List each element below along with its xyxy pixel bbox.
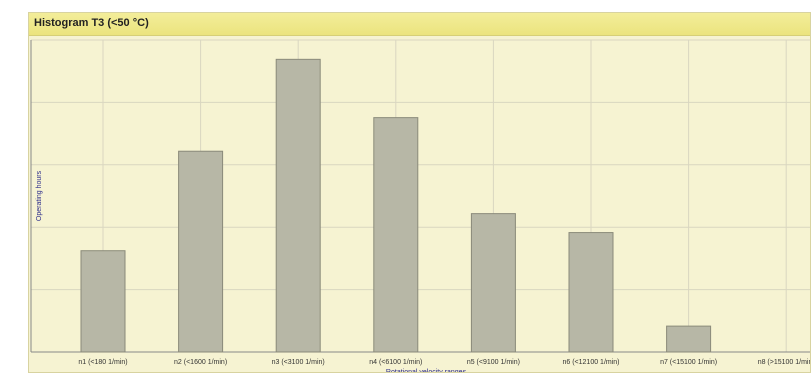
x-tick-label: n5 (<9100 1/min) bbox=[467, 359, 520, 366]
chart-title-bar: Histogram T3 (<50 °C) bbox=[29, 13, 810, 36]
x-tick-label: n6 (<12100 1/min) bbox=[562, 359, 619, 366]
bar-6 bbox=[568, 232, 614, 353]
x-axis-label: Rotational velocity ranges bbox=[386, 369, 467, 373]
plot-area bbox=[31, 40, 810, 352]
histogram-chart: 0.0000.0010.010.1110n1 (<180 1/min)n2 (<… bbox=[29, 38, 811, 373]
x-tick-label: n3 (<3100 1/min) bbox=[272, 359, 325, 366]
bar-1 bbox=[80, 250, 126, 353]
x-tick-label: n7 (<15100 1/min) bbox=[660, 359, 717, 366]
x-tick-label: n1 (<180 1/min) bbox=[78, 359, 127, 366]
y-axis-label: Operating hours bbox=[36, 170, 43, 221]
bar-7 bbox=[666, 325, 712, 353]
x-tick-label: n8 (>15100 1/min) bbox=[758, 359, 811, 366]
chart-title: Histogram T3 (<50 °C) bbox=[34, 17, 149, 29]
histogram-panel: Histogram T3 (<50 °C) 0.0000.0010.010.11… bbox=[28, 12, 811, 373]
x-tick-label: n2 (<1600 1/min) bbox=[174, 359, 227, 366]
x-tick-label: n4 (<6100 1/min) bbox=[369, 359, 422, 366]
bar-4 bbox=[373, 117, 419, 353]
bar-2 bbox=[178, 150, 224, 353]
bar-5 bbox=[470, 213, 516, 353]
bar-3 bbox=[275, 58, 321, 353]
